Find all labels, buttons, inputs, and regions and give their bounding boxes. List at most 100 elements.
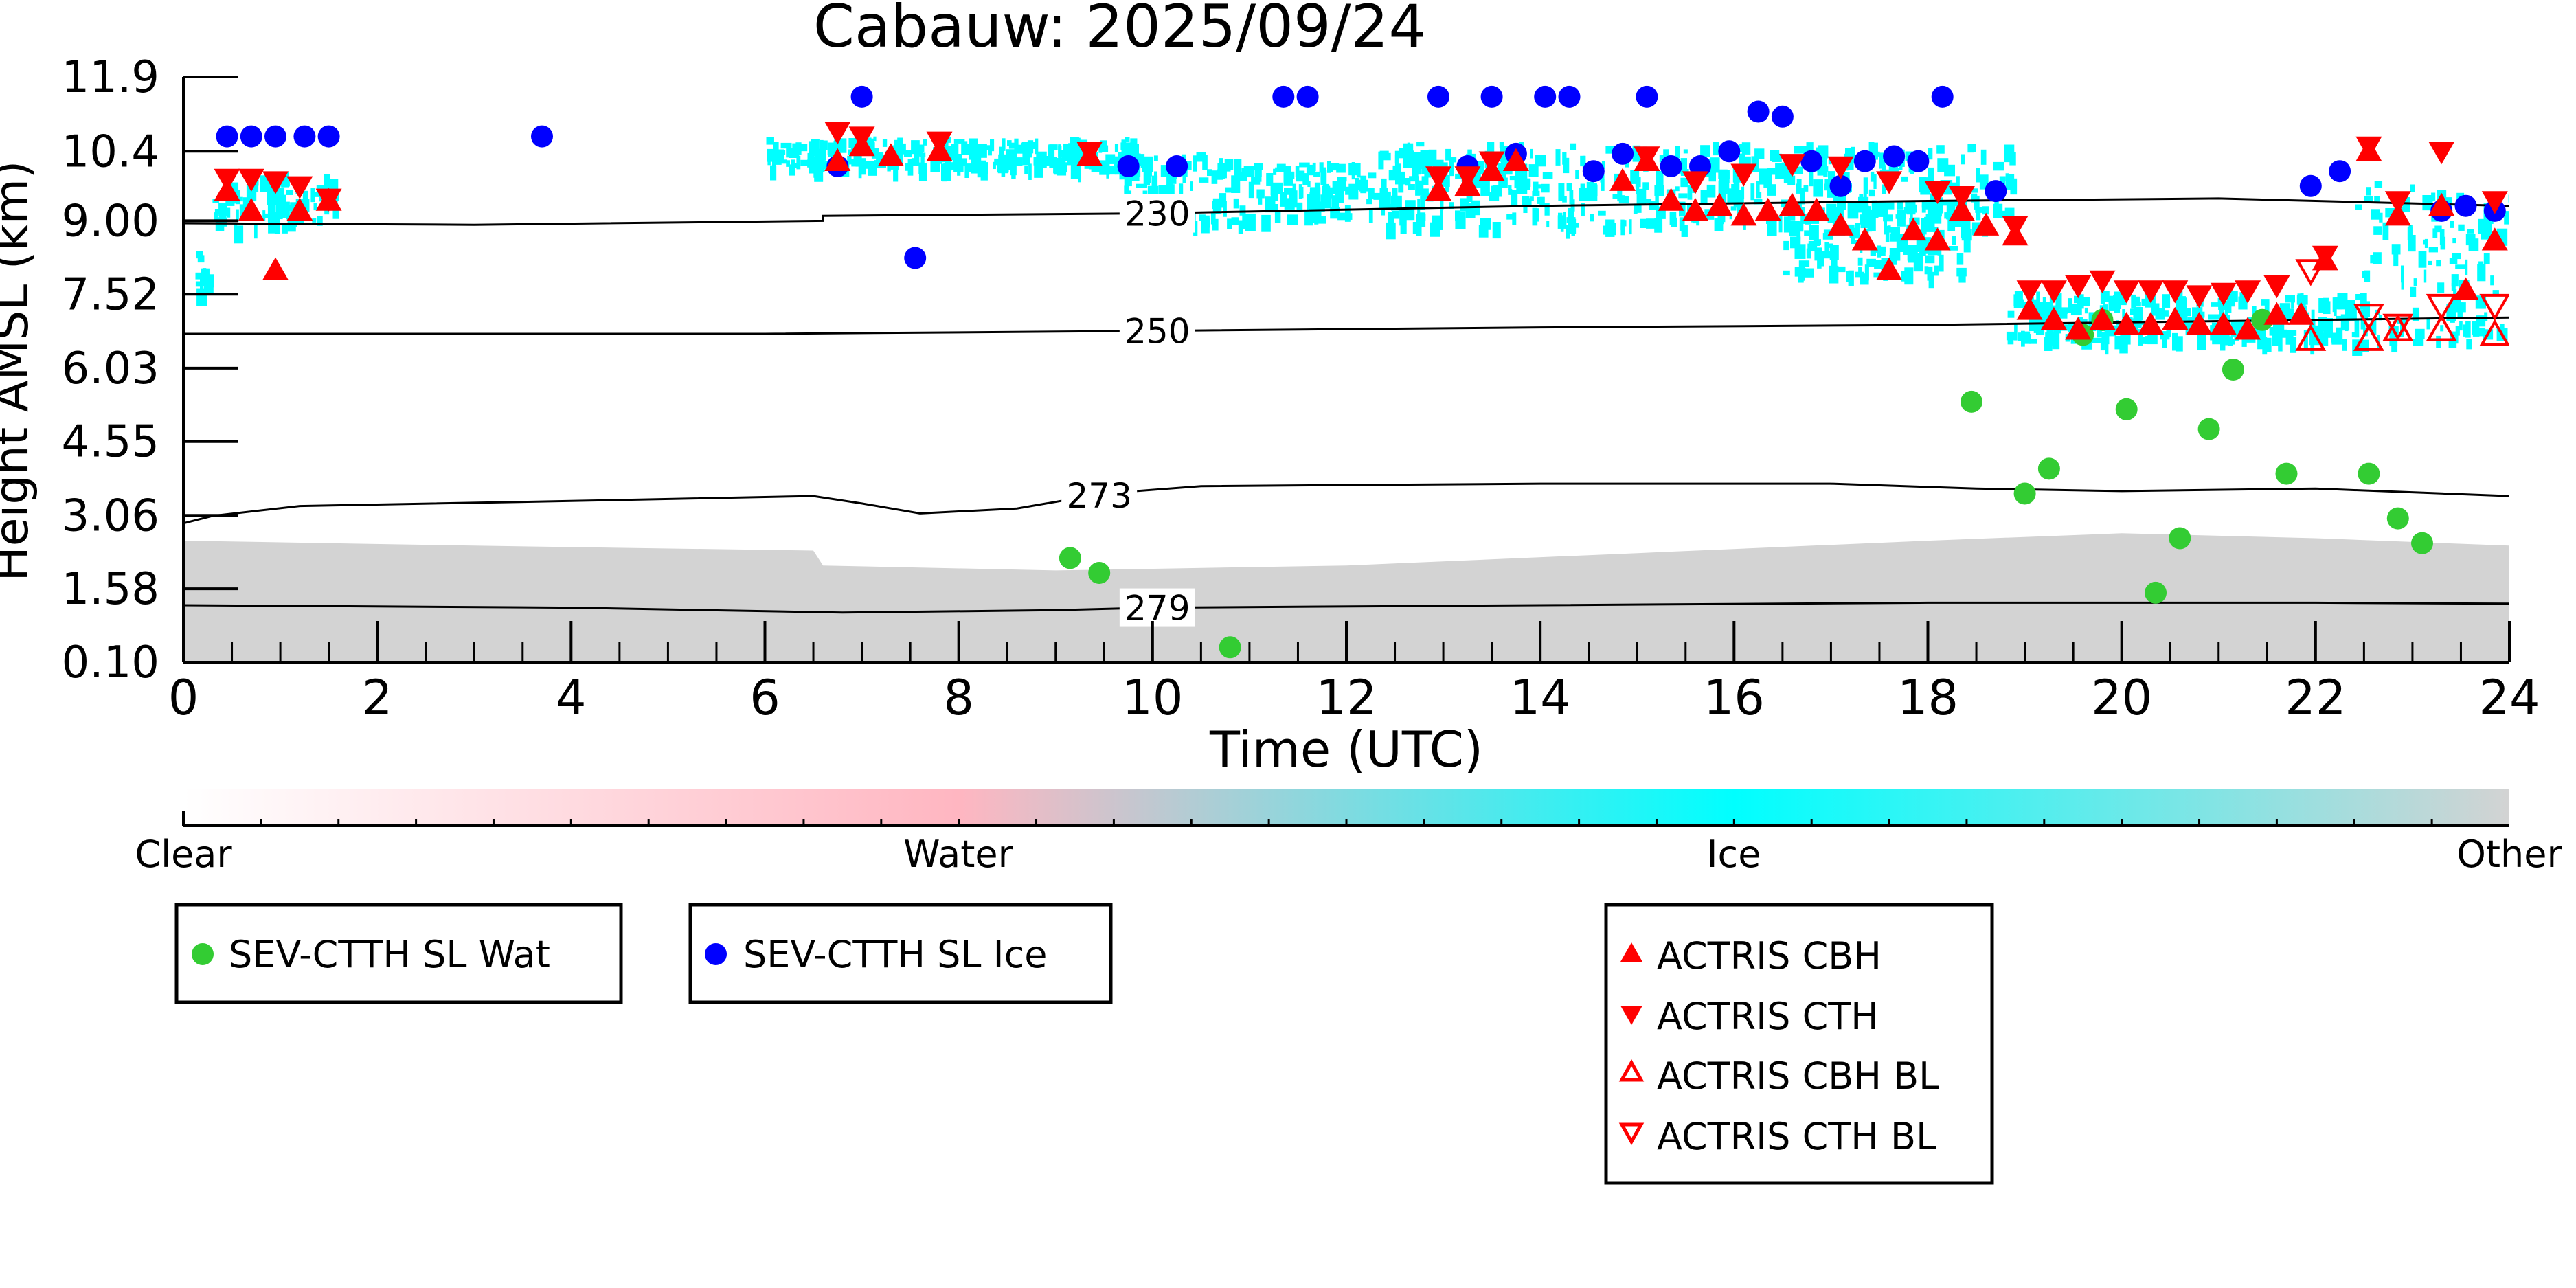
ice-cloud-pixel <box>1530 148 1533 159</box>
point-sev-ctth-sl-wat <box>2411 532 2433 554</box>
ice-cloud-pixel <box>2280 329 2288 338</box>
ice-cloud-pixel <box>1238 220 1243 234</box>
legend-actris-box: ACTRIS CBH ACTRIS CTH ACTRIS CBH BL ACTR… <box>1604 903 1994 1185</box>
ice-cloud-pixel <box>2465 259 2468 275</box>
point-sev-ctth-sl-ice <box>1829 174 1852 197</box>
ice-cloud-pixel <box>896 143 906 155</box>
ice-cloud-pixel <box>212 199 219 203</box>
ice-cloud-pixel <box>1392 211 1400 219</box>
ice-cloud-pixel <box>2029 339 2037 344</box>
ice-cloud-pixel <box>2155 308 2165 320</box>
point-sev-ctth-sl-wat <box>2275 462 2298 485</box>
ice-cloud-pixel <box>993 161 996 170</box>
ice-cloud-pixel <box>2349 304 2357 321</box>
y-tick-label: 9.00 <box>62 196 160 247</box>
ice-cloud-pixel <box>2415 328 2425 339</box>
point-sev-ctth-sl-ice <box>1534 85 1557 108</box>
ice-cloud-pixel <box>1421 176 1429 185</box>
ice-cloud-pixel <box>865 161 875 169</box>
ice-cloud-pixel <box>234 225 244 244</box>
ice-cloud-pixel <box>2070 304 2082 316</box>
ice-cloud-pixel <box>786 160 790 167</box>
ice-cloud-pixel <box>1730 206 1737 211</box>
ice-cloud-pixel <box>961 144 970 155</box>
point-actris-cbh-bl <box>2353 324 2384 351</box>
ice-cloud-pixel <box>1873 174 1877 189</box>
ice-cloud-pixel <box>1828 159 1832 165</box>
ice-cloud-pixel <box>2032 299 2038 312</box>
ice-cloud-pixel <box>1871 200 1877 215</box>
ice-cloud-pixel <box>1227 218 1232 229</box>
ice-cloud-pixel <box>236 209 239 222</box>
point-sev-ctth-sl-wat <box>2251 308 2274 331</box>
ice-cloud-pixel <box>1770 150 1780 161</box>
point-sev-ctth-sl-ice <box>1747 100 1770 123</box>
ice-cloud-pixel <box>1280 192 1287 207</box>
ice-cloud-pixel <box>1273 168 1277 175</box>
ice-cloud-pixel <box>1868 189 1875 197</box>
point-actris-cbh <box>877 143 904 166</box>
ice-cloud-pixel <box>1808 240 1818 252</box>
ice-cloud-pixel <box>1649 201 1656 210</box>
ice-cloud-pixel <box>1846 271 1853 282</box>
point-sev-ctth-sl-wat <box>1219 636 1241 659</box>
point-actris-cth <box>262 171 289 194</box>
ice-cloud-pixel <box>1555 149 1561 166</box>
ice-cloud-pixel <box>1829 265 1839 284</box>
ice-cloud-pixel <box>1533 184 1542 189</box>
ice-cloud-pixel <box>1048 146 1055 158</box>
ice-cloud-pixel <box>1322 185 1331 196</box>
ice-cloud-pixel <box>1866 258 1876 267</box>
x-tick-label: 8 <box>943 670 974 726</box>
point-actris-cth <box>2428 142 2455 165</box>
ice-cloud-pixel <box>1537 196 1545 204</box>
ice-cloud-pixel <box>2413 278 2417 286</box>
point-actris-cbh <box>2089 306 2116 330</box>
ice-cloud-pixel <box>1379 188 1388 199</box>
point-sev-ctth-sl-wat <box>2358 462 2380 485</box>
ice-cloud-pixel <box>1809 218 1820 224</box>
ice-cloud-pixel <box>1870 171 1875 182</box>
ice-cloud-pixel <box>1058 144 1061 157</box>
ice-cloud-pixel <box>1512 212 1517 225</box>
ice-cloud-pixel <box>1921 237 1932 245</box>
ice-cloud-pixel <box>223 218 227 227</box>
ice-cloud-pixel <box>1542 172 1553 179</box>
ice-cloud-pixel <box>1345 186 1349 195</box>
ice-cloud-pixel <box>770 165 777 181</box>
ice-cloud-pixel <box>2285 334 2294 345</box>
ice-cloud-pixel <box>1982 206 1989 215</box>
ice-cloud-pixel <box>1492 222 1501 239</box>
point-sev-ctth-sl-ice <box>1558 85 1581 108</box>
ice-cloud-pixel <box>1309 199 1315 211</box>
point-sev-ctth-sl-ice <box>293 125 316 148</box>
ice-cloud-pixel <box>1634 203 1642 213</box>
ice-cloud-pixel <box>2450 221 2454 228</box>
ice-cloud-pixel <box>1403 143 1414 158</box>
ice-cloud-pixel <box>1809 225 1819 240</box>
point-actris-cbh <box>2235 317 2261 340</box>
ice-cloud-pixel <box>1380 152 1391 161</box>
ice-cloud-pixel <box>911 160 918 166</box>
ice-cloud-pixel <box>2237 321 2245 330</box>
point-actris-cth <box>1876 171 1903 194</box>
ice-cloud-pixel <box>1307 164 1315 176</box>
ice-cloud-pixel <box>1632 145 1641 162</box>
ice-cloud-pixel <box>2101 332 2110 345</box>
point-actris-cth <box>1682 171 1708 194</box>
ice-cloud-pixel <box>302 190 308 200</box>
ice-cloud-pixel <box>1522 198 1532 206</box>
ice-cloud-pixel <box>1440 205 1443 221</box>
ice-cloud-pixel <box>1292 183 1297 192</box>
ice-cloud-pixel <box>1449 202 1454 210</box>
legend-frame <box>174 903 623 1004</box>
ice-cloud-pixel <box>2364 196 2373 203</box>
ice-cloud-pixel <box>1778 215 1783 233</box>
ice-cloud-pixel <box>798 144 808 152</box>
point-sev-ctth-sl-ice <box>2454 194 2477 217</box>
ice-cloud-pixel <box>793 163 798 168</box>
ice-cloud-pixel <box>1806 142 1814 152</box>
ice-cloud-pixel <box>1196 152 1206 162</box>
ice-cloud-pixel <box>920 155 925 166</box>
ice-cloud-pixel <box>1024 166 1028 174</box>
